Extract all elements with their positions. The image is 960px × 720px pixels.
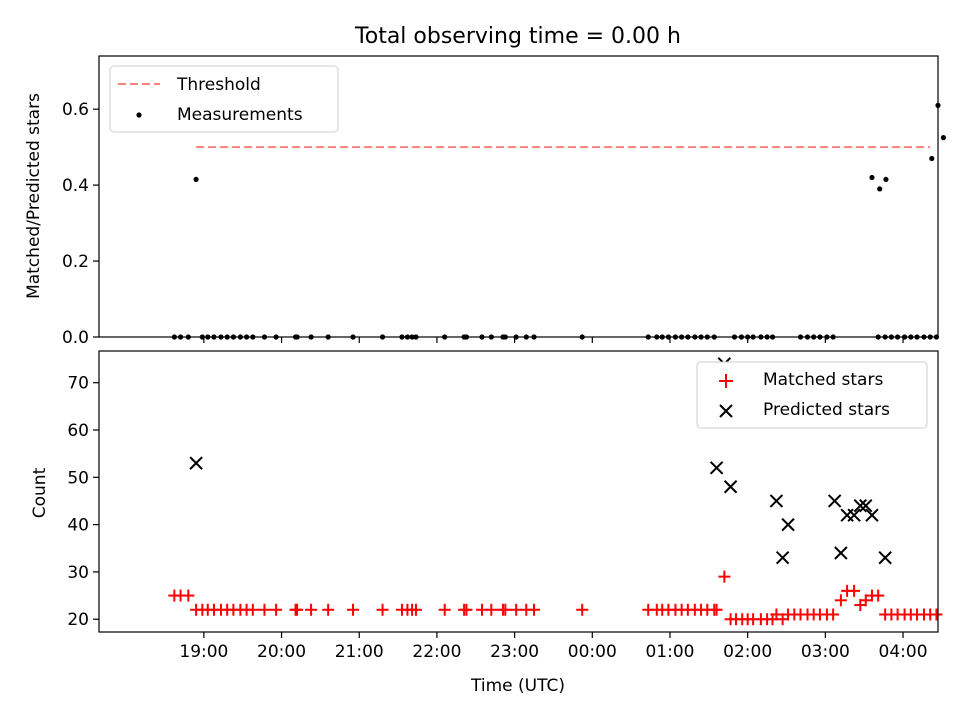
top-axes-ticks: 0.0 0.2 0.4 0.6 <box>62 100 904 348</box>
measurement-point <box>883 176 889 183</box>
predicted-point <box>709 461 724 475</box>
predicted-point <box>853 498 868 513</box>
bottom-axes-ticks: 19:00 20:00 21:00 22:00 23:00 00:00 01:00 02:00… <box>67 374 927 662</box>
matched-point <box>576 603 589 616</box>
matched-point <box>827 608 840 621</box>
matched-point <box>834 594 847 607</box>
predicted-point <box>878 551 892 565</box>
matched-point <box>182 589 195 602</box>
matched-point <box>409 603 422 616</box>
x-tick-label: 21:00 <box>335 642 384 662</box>
top-axes-frame <box>98 55 939 338</box>
x-tick-label: 01:00 <box>645 642 694 662</box>
matched-point <box>270 603 283 616</box>
predicted-point <box>723 480 738 494</box>
predicted-point <box>781 517 795 532</box>
bottom-axes-frame <box>98 350 939 633</box>
x-tick-label: 23:00 <box>490 642 539 662</box>
predicted-point <box>769 494 784 508</box>
matched-point <box>347 603 360 616</box>
top-legend: Threshold Measurements <box>109 65 339 133</box>
x-tick-label: 22:00 <box>412 642 461 662</box>
matched-point <box>859 594 872 607</box>
bottom-legend-box <box>696 361 928 429</box>
y-tick-label: 0.0 <box>62 328 89 348</box>
matched-point <box>528 603 541 616</box>
matched-point <box>438 603 451 616</box>
legend-matched-label: Matched stars <box>763 370 883 390</box>
legend-predicted-swatch <box>719 404 733 418</box>
matched-point <box>872 589 885 602</box>
top-panel: Total observing time = 0.00 h Matched/Pr… <box>24 24 947 348</box>
legend-measurements-label: Measurements <box>177 105 303 125</box>
matched-point <box>305 603 318 616</box>
matched-point <box>291 603 304 616</box>
predicted-point <box>775 551 790 565</box>
y-tick-label: 0.6 <box>62 100 89 120</box>
predicted-point <box>865 508 879 522</box>
legend-measurements-swatch <box>136 112 142 118</box>
measurement-point <box>877 186 883 192</box>
matched-point <box>848 584 861 597</box>
matched-point <box>258 603 271 616</box>
matched-point <box>322 603 335 616</box>
y-tick-label: 70 <box>67 374 89 394</box>
y-tick-label: 30 <box>67 563 89 583</box>
measurement-point <box>869 174 875 181</box>
top-ylabel: Matched/Predicted stars <box>24 93 44 299</box>
y-tick-label: 0.4 <box>62 176 89 196</box>
bottom-panel: Count Time (UTC) 19:00 20:00 21:00 22:00 23:… <box>30 350 943 696</box>
matched-point <box>718 570 731 583</box>
measurement-point <box>193 176 199 183</box>
predicted-point <box>847 508 861 522</box>
top-title: Total observing time = 0.00 h <box>354 24 681 49</box>
legend-matched-swatch <box>719 374 733 388</box>
predicted-point <box>827 494 842 508</box>
y-tick-label: 40 <box>67 516 89 536</box>
predicted-point <box>834 546 848 560</box>
x-tick-label: 19:00 <box>179 642 228 662</box>
x-tick-label: 04:00 <box>879 642 928 662</box>
x-tick-label: 00:00 <box>568 642 617 662</box>
bottom-ylabel: Count <box>30 467 50 518</box>
legend-predicted-label: Predicted stars <box>763 400 890 420</box>
x-tick-label: 03:00 <box>801 642 850 662</box>
y-tick-label: 20 <box>67 610 89 630</box>
y-tick-label: 0.2 <box>62 252 89 272</box>
matched-point <box>499 603 512 616</box>
matched-point <box>770 608 783 621</box>
matched-point <box>510 603 523 616</box>
bottom-legend: Matched stars Predicted stars <box>696 361 928 429</box>
y-tick-label: 60 <box>67 421 89 441</box>
x-tick-label: 02:00 <box>723 642 772 662</box>
measurement-point <box>929 155 935 162</box>
bottom-xlabel: Time (UTC) <box>470 676 565 696</box>
matched-point <box>460 603 473 616</box>
predicted-point <box>189 456 203 470</box>
y-tick-label: 50 <box>67 468 89 488</box>
matched-point <box>710 603 723 616</box>
matched-point <box>246 603 259 616</box>
measurement-point <box>940 135 947 141</box>
matched-point <box>930 608 943 621</box>
legend-threshold-label: Threshold <box>176 75 261 95</box>
predicted-point <box>859 498 873 513</box>
matched-point <box>485 603 498 616</box>
top-legend-box <box>109 65 339 133</box>
matched-point <box>376 603 389 616</box>
x-tick-label: 20:00 <box>257 642 306 662</box>
